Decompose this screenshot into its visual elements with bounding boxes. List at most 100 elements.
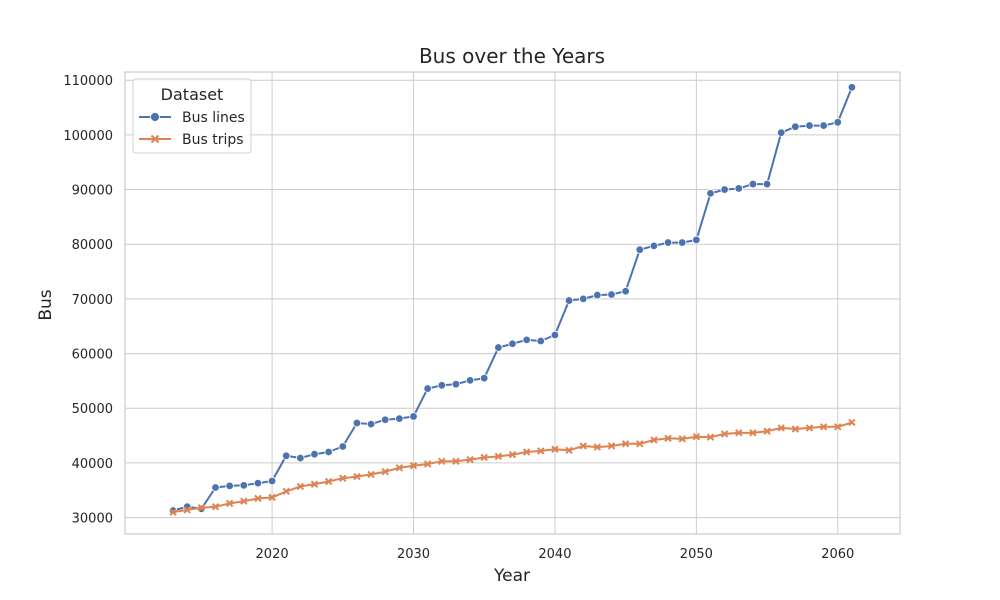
bus-lines-point xyxy=(762,179,772,189)
bus-trips-point xyxy=(310,480,319,488)
legend-item-bus-trips: Bus trips xyxy=(139,132,244,148)
bus-trips-point xyxy=(607,442,616,450)
series xyxy=(168,83,857,516)
bus-lines-point xyxy=(381,415,390,424)
x-tick-label: 2020 xyxy=(256,547,289,562)
y-tick-label: 60000 xyxy=(72,348,113,363)
x-tick-label: 2050 xyxy=(680,547,713,562)
bus-lines-point xyxy=(310,449,319,459)
x-tick-label: 2060 xyxy=(821,547,854,562)
legend-item-bus-lines: Bus lines xyxy=(139,110,245,126)
grid xyxy=(125,72,900,534)
bus-lines-point xyxy=(593,290,602,300)
bus-trips-point xyxy=(296,482,305,491)
bus-lines-point xyxy=(692,235,701,245)
bus-lines-point xyxy=(480,373,489,383)
bus-lines-point xyxy=(791,122,800,131)
bus-lines-point xyxy=(437,381,446,390)
bus-trips-point xyxy=(621,440,630,448)
bus-lines-point xyxy=(720,185,729,194)
bus-trips-point xyxy=(749,429,757,437)
bus-trips-point xyxy=(848,418,856,427)
bus-lines-point xyxy=(663,238,673,247)
bus-lines-point xyxy=(423,384,432,393)
bus-trips-point xyxy=(819,423,828,431)
bus-lines-point xyxy=(253,478,263,488)
y-axis-label: Bus xyxy=(36,289,56,320)
bus-lines-point xyxy=(522,335,531,345)
bus-lines-point xyxy=(550,330,560,340)
legend-marker xyxy=(150,112,160,122)
plot-frame xyxy=(124,71,901,535)
legend-title: Dataset xyxy=(161,85,224,104)
bus-lines-point xyxy=(564,296,574,305)
bus-lines-point xyxy=(324,447,333,457)
bus-trips-point xyxy=(763,427,771,435)
legend-box xyxy=(132,78,252,154)
bus-trips-point xyxy=(720,430,729,438)
bus-lines-point xyxy=(451,379,461,389)
bus-trips-point xyxy=(791,425,800,433)
bus-trips-point xyxy=(636,440,644,448)
bus-trips-point xyxy=(423,460,432,468)
bus-lines-point xyxy=(649,241,659,251)
tick-labels: 2020 2030 2040 2050 2060 30000 40000 50000 60000… xyxy=(63,74,854,562)
bus-lines-point xyxy=(621,287,630,296)
y-tick-label: 80000 xyxy=(72,238,113,253)
bus-trips-point xyxy=(579,442,587,450)
bus-trips-point xyxy=(466,455,474,464)
bus-trips-point xyxy=(282,487,290,496)
bus-lines-point xyxy=(352,418,362,428)
legend-label: Bus trips xyxy=(182,132,244,148)
bus-lines-point xyxy=(338,442,347,451)
bus-trips-point xyxy=(240,497,248,505)
bus-trips-point xyxy=(225,499,234,508)
bus-trips-point xyxy=(254,494,262,503)
bus-lines-point xyxy=(734,184,743,193)
bus-trips-point xyxy=(438,457,446,465)
bus-lines-point xyxy=(748,179,758,189)
bus-trips-point xyxy=(480,453,488,462)
bus-trips-point xyxy=(183,506,191,514)
bus-trips-point xyxy=(522,448,531,456)
bus-trips-point xyxy=(508,451,517,459)
bus-lines-point xyxy=(409,412,418,421)
bus-trips-point xyxy=(650,436,658,444)
bus-lines-point xyxy=(239,481,248,490)
bus-trips-point xyxy=(324,477,333,486)
bus-lines-point xyxy=(579,294,588,304)
bus-lines-point xyxy=(366,419,376,429)
bus-lines-point xyxy=(225,481,234,491)
bus-lines-point xyxy=(465,376,475,385)
bus-lines-point xyxy=(267,476,277,486)
bus-trips-point xyxy=(494,452,503,461)
bus-trips-point xyxy=(367,470,375,479)
y-tick-label: 30000 xyxy=(72,512,113,527)
bus-lines-point xyxy=(833,118,842,127)
bus-trips-point xyxy=(692,432,701,441)
legend: Dataset Bus lines Bus trips xyxy=(132,78,252,154)
bus-lines-point xyxy=(536,336,545,346)
y-tick-label: 90000 xyxy=(72,184,113,199)
bus-trips-point xyxy=(593,443,602,451)
bus-lines-point xyxy=(296,453,305,463)
x-tick-label: 2030 xyxy=(397,547,430,562)
legend-marker xyxy=(150,134,160,144)
bus-trips-point xyxy=(409,461,418,470)
bus-trips-point xyxy=(805,424,814,432)
bus-trips-point xyxy=(452,457,460,465)
bus-trips-point xyxy=(777,424,785,432)
bus-trips-point xyxy=(834,423,842,431)
bus-lines-point xyxy=(282,451,291,461)
bus-lines-point xyxy=(607,290,616,299)
bus-lines-point xyxy=(678,238,687,247)
chart-title: Bus over the Years xyxy=(419,44,605,68)
y-tick-label: 40000 xyxy=(72,457,113,472)
bus-trips-point xyxy=(169,508,177,516)
y-tick-label: 100000 xyxy=(63,129,113,144)
bus-trips-point xyxy=(395,464,404,472)
x-tick-label: 2040 xyxy=(538,547,571,562)
y-tick-label: 70000 xyxy=(72,293,113,308)
bus-lines-point xyxy=(777,128,786,137)
